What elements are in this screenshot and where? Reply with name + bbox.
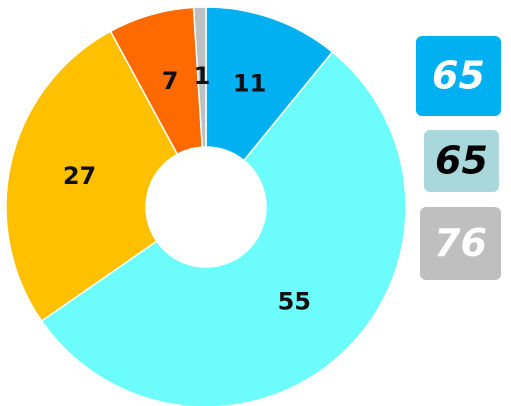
slice-label: 11: [233, 70, 266, 98]
badge-value: 65: [435, 139, 488, 183]
slice: [5, 30, 179, 323]
slice-label: 1: [194, 62, 211, 90]
badge: [416, 36, 501, 116]
badge: [424, 130, 499, 192]
slice-label: 55: [278, 287, 311, 315]
badge-value: 76: [434, 221, 487, 265]
slice: [205, 6, 334, 162]
badge: [420, 207, 501, 280]
slice-label: 7: [162, 67, 179, 95]
slice-label: 27: [63, 162, 96, 190]
badge-value: 65: [432, 54, 485, 98]
slice: [192, 6, 207, 148]
slice: [40, 50, 407, 406]
